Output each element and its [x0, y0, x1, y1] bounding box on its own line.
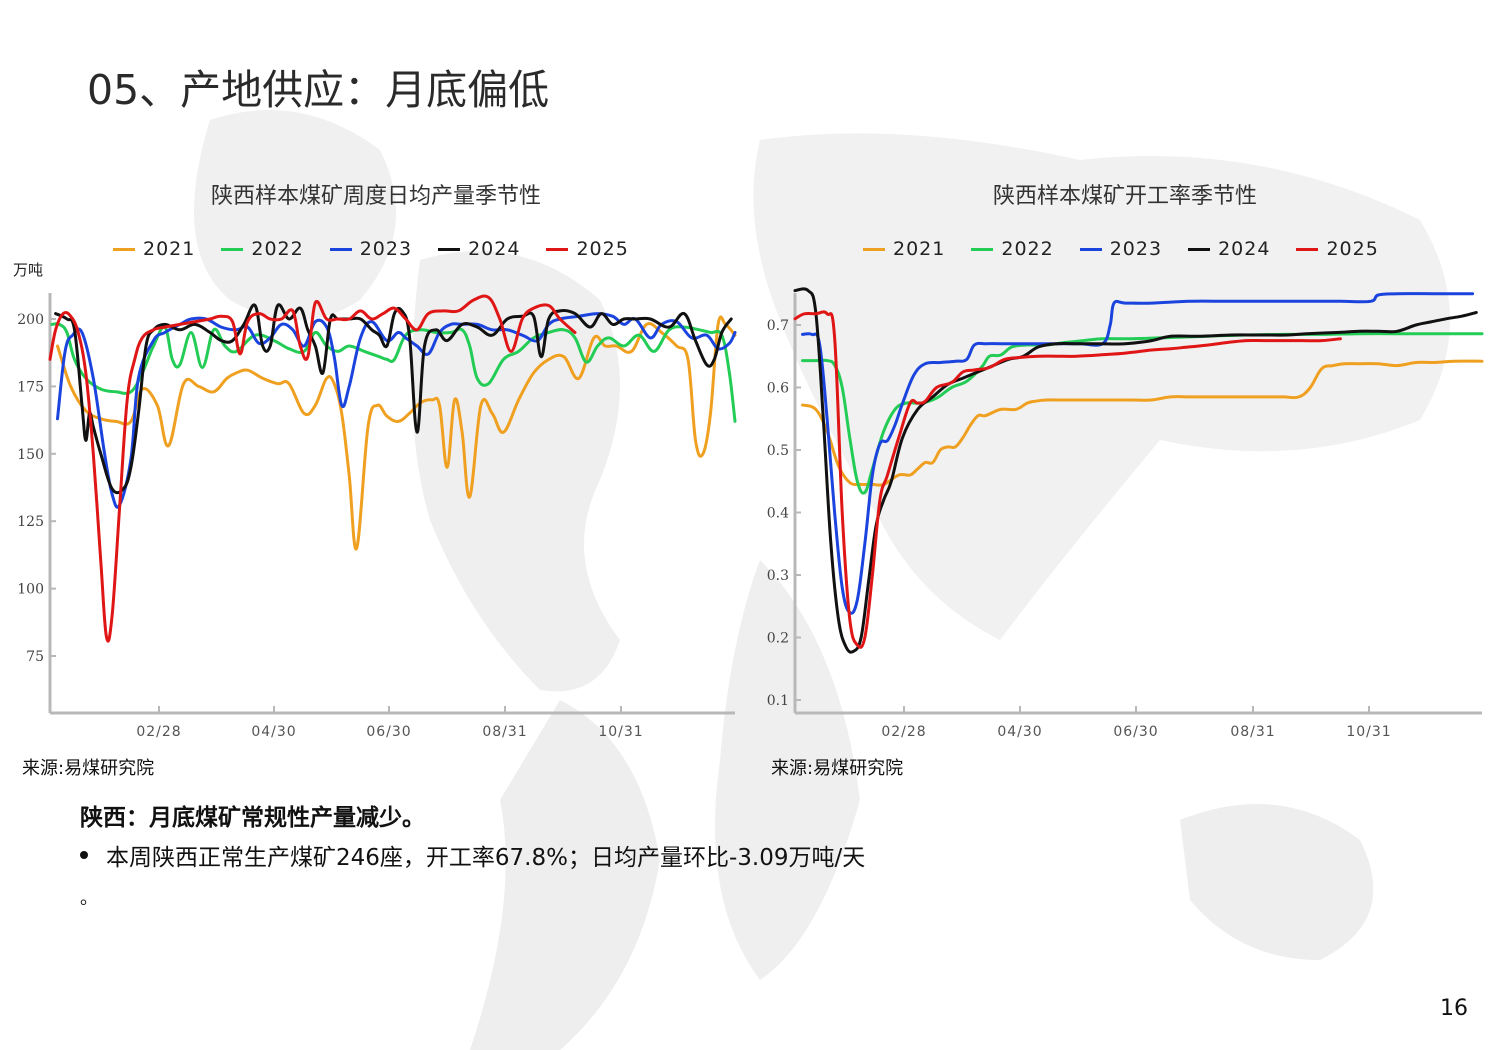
- legend-label: 2023: [359, 238, 413, 260]
- axes: 0.1 0.2 0.3 0.4 0.5 0.6 0.7 02/28 04/30 06/30 08/3…: [767, 293, 1482, 740]
- legend-swatch: [1296, 247, 1319, 251]
- summary-bullet-text: 本周陕西正常生产煤矿246座，开工率67.8%；日均产量环比-3.09万吨/天: [106, 845, 866, 871]
- x-tick-label: 08/31: [1230, 724, 1275, 740]
- legend-label: 2021: [143, 238, 196, 260]
- legend-item-2025[interactable]: 2025: [546, 238, 628, 260]
- bullet-icon: [80, 851, 88, 859]
- legend-item-2022[interactable]: 2022: [221, 238, 303, 260]
- legend-label: 2021: [893, 238, 946, 260]
- summary-block: 陕西：月底煤矿常规性产量减少。 本周陕西正常生产煤矿246座，开工率67.8%；…: [80, 798, 865, 910]
- summary-heading: 陕西：月底煤矿常规性产量减少。: [80, 805, 425, 831]
- y-tick-label: 200: [17, 312, 44, 328]
- legend-swatch: [221, 247, 244, 251]
- axes: 75 100 125 150 175 200 02/28 04/30 06/30 08/31 10/…: [17, 293, 735, 740]
- legend-label: 2022: [251, 238, 304, 260]
- legend-label: 2025: [1326, 238, 1379, 260]
- series-line-2021[interactable]: [801, 359, 1484, 487]
- x-tick-label: 08/31: [482, 724, 527, 740]
- series-line-2025[interactable]: [48, 294, 577, 643]
- series-line-2023[interactable]: [801, 292, 1475, 615]
- summary-trailing-punctuation: 。: [80, 888, 98, 909]
- legend-item-2021[interactable]: 2021: [113, 238, 195, 260]
- series-line-2024[interactable]: [54, 303, 733, 495]
- page-title: 05、产地供应：月底偏低: [87, 66, 550, 114]
- x-tick-label: 06/30: [366, 724, 411, 740]
- y-tick-label: 0.5: [767, 443, 789, 459]
- legend-swatch: [438, 247, 461, 251]
- y-tick-label: 0.4: [767, 506, 789, 522]
- series-line-2024[interactable]: [793, 287, 1478, 654]
- series-line-2021[interactable]: [56, 315, 737, 551]
- y-tick-label: 0.1: [767, 693, 789, 709]
- left-chart-legend: 2021 2022 2023 2024 2025: [113, 238, 629, 260]
- x-tick-label: 02/28: [881, 724, 926, 740]
- legend-swatch: [863, 247, 885, 251]
- legend-label: 2024: [1218, 238, 1271, 260]
- legend-item-2021[interactable]: 2021: [863, 238, 945, 260]
- x-tick-label: 06/30: [1113, 724, 1158, 740]
- y-tick-label: 75: [26, 649, 44, 665]
- series-line-2022[interactable]: [801, 332, 1484, 495]
- x-tick-label: 04/30: [251, 724, 296, 740]
- series-line-2025[interactable]: [793, 310, 1342, 649]
- series-lines: [793, 287, 1484, 654]
- x-tick-label: 10/31: [598, 724, 643, 740]
- left-chart-source: 来源:易煤研究院: [22, 758, 155, 779]
- y-tick-label: 100: [17, 582, 44, 598]
- x-tick-label: 10/31: [1346, 724, 1391, 740]
- right-chart-source: 来源:易煤研究院: [771, 758, 904, 779]
- page-number: 16: [1440, 996, 1468, 1021]
- series-line-2022[interactable]: [50, 322, 737, 423]
- right-chart-legend: 2021 2022 2023 2024 2025: [863, 238, 1379, 260]
- x-tick-label: 02/28: [136, 724, 181, 740]
- legend-swatch: [971, 247, 994, 251]
- y-tick-label: 0.3: [767, 568, 789, 584]
- legend-item-2025[interactable]: 2025: [1296, 238, 1378, 260]
- left-chart-title: 陕西样本煤矿周度日均产量季节性: [210, 184, 542, 209]
- legend-item-2023[interactable]: 2023: [1079, 238, 1163, 260]
- legend-label: 2023: [1109, 238, 1163, 260]
- legend-swatch: [329, 247, 352, 251]
- legend-swatch: [1079, 247, 1102, 251]
- legend-item-2024[interactable]: 2024: [438, 238, 520, 260]
- legend-label: 2025: [576, 238, 629, 260]
- legend-swatch: [1188, 247, 1211, 251]
- y-tick-label: 150: [17, 447, 44, 463]
- legend-item-2023[interactable]: 2023: [329, 238, 413, 260]
- y-tick-label: 0.7: [767, 318, 789, 334]
- legend-label: 2022: [1001, 238, 1054, 260]
- legend-item-2022[interactable]: 2022: [971, 238, 1053, 260]
- legend-item-2024[interactable]: 2024: [1188, 238, 1270, 260]
- y-axis-unit-label: 万吨: [13, 261, 44, 279]
- y-tick-label: 0.2: [767, 631, 789, 647]
- summary-bullet-item: 本周陕西正常生产煤矿246座，开工率67.8%；日均产量环比-3.09万吨/天: [80, 838, 865, 872]
- y-tick-label: 175: [17, 379, 44, 395]
- x-tick-label: 04/30: [997, 724, 1042, 740]
- series-lines: [48, 294, 737, 643]
- right-chart-title: 陕西样本煤矿开工率季节性: [992, 184, 1258, 209]
- legend-label: 2024: [468, 238, 521, 260]
- legend-swatch: [546, 247, 569, 251]
- series-line-2023[interactable]: [56, 312, 737, 509]
- y-tick-label: 0.6: [767, 381, 789, 397]
- legend-swatch: [113, 247, 135, 251]
- y-tick-label: 125: [17, 514, 44, 530]
